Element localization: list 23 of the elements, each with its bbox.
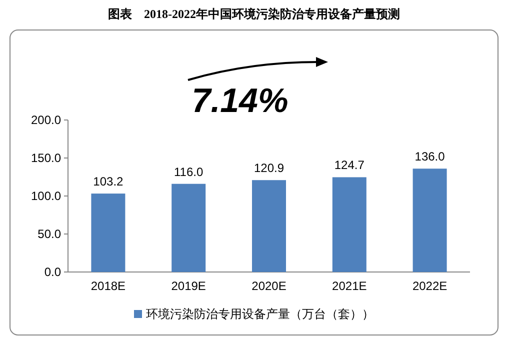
bar: [252, 180, 286, 272]
y-tick-label: 50.0: [38, 227, 62, 241]
bar: [91, 194, 126, 272]
y-tick-label: 0.0: [44, 265, 62, 279]
x-tick-label: 2022E: [412, 279, 448, 293]
bar: [412, 168, 447, 272]
y-tick-label: 200.0: [30, 113, 62, 127]
annotation: 7.14%: [192, 82, 288, 120]
chart-title: 图表 2018-2022年中国环境污染防治专用设备产量预测: [108, 7, 400, 21]
x-tick-label: 2019E: [171, 279, 206, 293]
text: 116.0: [174, 164, 204, 179]
text: 124.7: [334, 158, 364, 172]
y-tick-label: 100.0: [30, 189, 62, 203]
text: 103.2: [93, 174, 124, 189]
bar: [172, 184, 206, 272]
bar: [332, 177, 366, 272]
x-tick-label: 2021E: [332, 279, 367, 293]
x-tick-label: 2018E: [90, 279, 126, 293]
text: 136.0: [414, 150, 445, 164]
y-tick-label: 150.0: [30, 151, 62, 165]
legend-label: 环境污染防治专用设备产量（万台（套））: [146, 307, 374, 321]
text: 120.9: [254, 161, 284, 176]
x-tick-label: 2020E: [252, 279, 286, 293]
